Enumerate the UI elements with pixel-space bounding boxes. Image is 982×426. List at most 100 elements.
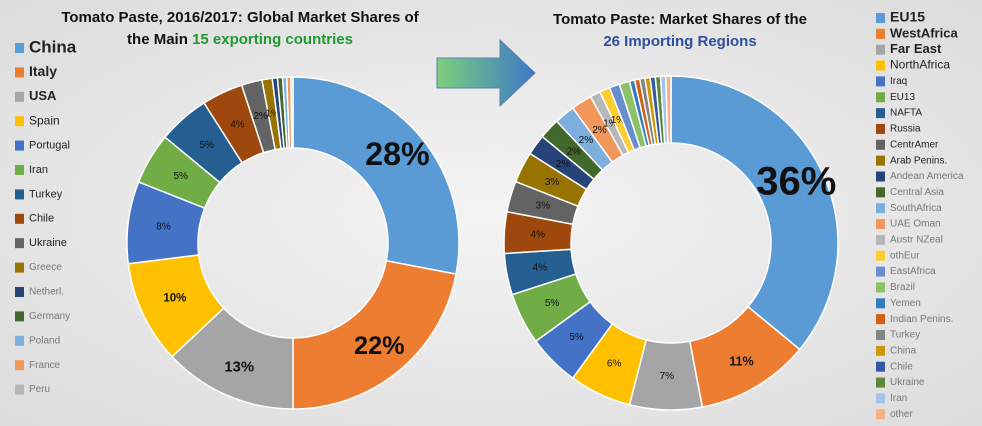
legend-swatch [876,266,885,277]
legend-swatch [876,219,885,230]
data-label: 2% [579,135,594,146]
legend-label: Italy [29,63,57,79]
data-label: 36% [756,160,836,204]
legend-swatch [876,361,885,372]
legend-swatch [15,140,24,151]
data-label: 4% [531,229,546,240]
data-label: 3% [536,200,551,211]
legend-swatch [876,298,885,309]
donut-slice [290,76,294,149]
legend-label: Turkey [29,188,63,200]
legend-label: UAE Oman [890,219,941,230]
data-label: 5% [173,171,188,182]
data-label: 13% [224,358,254,375]
legend-swatch [15,116,24,127]
donut-slice [292,259,457,410]
legend-label: Arab Penins. [890,155,947,166]
legend-label: Andean America [890,171,964,182]
legend-swatch [876,282,885,293]
legend-swatch [876,139,885,150]
legend-swatch [876,409,885,420]
data-label: 7% [660,371,675,382]
legend-swatch [876,76,885,87]
legend-label: Poland [29,335,60,346]
legend-label: Turkey [890,330,920,341]
legend-swatch [876,60,885,71]
legend-swatch [15,238,24,249]
arrow [436,38,536,108]
data-label: 8% [156,221,171,232]
legend-label: Iran [29,164,48,176]
data-label: 6% [607,358,622,369]
data-label: 10% [163,293,186,305]
legend-swatch [876,234,885,245]
legend-label: France [29,360,61,371]
data-label: 5% [569,332,584,343]
chart-title-line: Tomato Paste: Market Shares of the [553,11,807,28]
legend-label: Iraq [890,76,907,87]
legend-swatch [876,250,885,261]
donut-slice [670,75,839,351]
legend-label: Germany [29,311,70,322]
legend-swatch [15,311,24,322]
legend-swatch [876,92,885,103]
legend-label: NAFTA [890,108,922,119]
chart-title: Tomato Paste, 2016/2017: Global Market S… [61,9,419,26]
legend-label: Ukraine [29,237,67,249]
data-label: 11% [729,355,754,369]
data-label: 22% [354,332,405,360]
data-label: 4% [533,263,548,274]
data-label: 28% [365,136,429,172]
data-label: 2% [566,146,581,157]
legend-label: Chile [29,213,54,225]
legend-swatch [876,28,885,39]
data-label: 2% [592,125,607,136]
data-label: 5% [199,140,214,151]
legend-swatch [15,262,24,273]
legend-swatch [876,393,885,404]
legend-swatch [15,43,24,53]
legend-label: CentrAmer [890,139,939,150]
legend-label: Yemen [890,298,921,309]
data-label: 3% [545,177,560,188]
legend-swatch [15,67,24,78]
data-label: 1% [611,115,626,126]
legend-swatch [15,287,24,297]
chart-title: Tomato Paste: Market Shares of the [553,11,807,28]
legend-label: Peru [29,384,50,395]
legend-swatch [876,187,885,198]
legend-label: Austr NZeal [890,235,943,246]
legend-swatch [876,44,885,55]
legend-swatch [876,108,885,119]
legend-swatch [876,345,885,356]
legend-label: NorthAfrica [890,58,950,72]
legend-label: Netherl. [29,287,64,298]
chart-title-highlight: 15 exporting countries [192,31,353,48]
chart-title-highlight: 26 Importing Regions [603,33,756,50]
legend-swatch [15,165,24,175]
legend-swatch [15,335,24,346]
legend-label: Iran [890,393,907,404]
legend-swatch [876,123,885,134]
legend-label: Indian Penins. [890,314,953,325]
legend-label: Far East [890,41,942,56]
legend-label: China [890,345,917,356]
legend-label: Central Asia [890,187,944,198]
data-label: 2% [556,159,571,170]
donut-slice [664,75,672,144]
legend-label: EU13 [890,92,915,103]
legend-swatch [876,203,885,214]
legend-swatch [15,91,24,102]
chart-title: 26 Importing Regions [603,33,756,50]
legend-label: Chile [890,361,913,372]
legend-label: Ukraine [890,377,925,388]
legend-swatch [15,189,24,200]
chart-title-line: the Main [127,31,188,48]
legend-label: WestAfrica [890,25,958,40]
legend-label: SouthAfrica [890,203,942,214]
legend-swatch [876,377,885,388]
legend-label: Russia [890,124,921,135]
legend-label: China [29,37,77,56]
legend-swatch [15,384,24,395]
